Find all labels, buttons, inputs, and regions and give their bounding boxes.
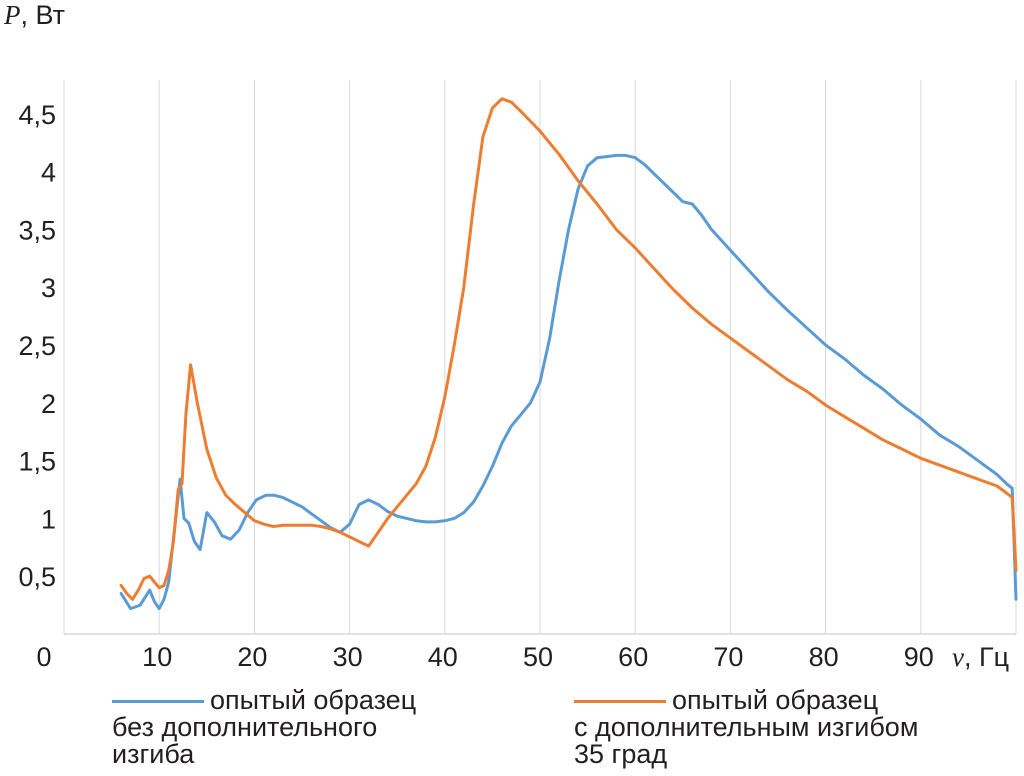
legend-item-blue: опытый образец без дополнительного изгиб… bbox=[112, 687, 416, 768]
legend-swatch-orange bbox=[574, 700, 666, 704]
y-tick-label: 4 bbox=[41, 158, 56, 188]
series-line-blue bbox=[119, 153, 1018, 611]
series-line-orange bbox=[119, 97, 1018, 601]
y-tick-label: 4,5 bbox=[18, 100, 56, 130]
x-tick-label: 0 bbox=[36, 642, 51, 672]
y-tick-label: 1,5 bbox=[18, 447, 56, 477]
y-axis-tick-labels: 0,5 1 1,5 2 2,5 3 3,5 4 4,5 bbox=[18, 100, 56, 592]
grid-lines bbox=[63, 80, 1017, 634]
legend-swatch-blue bbox=[112, 700, 204, 704]
legend-label-orange-line1: опытый образец bbox=[672, 685, 879, 715]
x-axis-tick-labels: 0 10 20 30 40 50 60 70 80 90 bbox=[36, 642, 933, 672]
x-tick-label: 90 bbox=[904, 642, 934, 672]
legend-label-blue-line3: изгиба bbox=[112, 739, 195, 769]
x-tick-label: 70 bbox=[713, 642, 743, 672]
x-tick-label: 30 bbox=[333, 642, 363, 672]
x-tick-label: 40 bbox=[428, 642, 458, 672]
x-tick-label: 50 bbox=[523, 642, 553, 672]
x-tick-label: 10 bbox=[142, 642, 172, 672]
y-tick-label: 2 bbox=[41, 389, 56, 419]
y-tick-label: 3,5 bbox=[18, 215, 56, 245]
legend-label-blue-line1: опытый образец bbox=[210, 685, 417, 715]
legend-label-orange-line2: с дополнительным изгибом bbox=[574, 712, 919, 742]
legend-label-blue-line2: без дополнительного bbox=[112, 712, 378, 742]
legend-label-orange-line3: 35 град bbox=[574, 739, 668, 769]
y-tick-label: 3 bbox=[41, 273, 56, 303]
y-tick-label: 0,5 bbox=[18, 562, 56, 592]
x-tick-label: 20 bbox=[237, 642, 267, 672]
y-tick-label: 1 bbox=[41, 504, 56, 534]
x-tick-label: 60 bbox=[618, 642, 648, 672]
y-tick-label: 2,5 bbox=[18, 331, 56, 361]
legend-item-orange: опытый образец с дополнительным изгибом … bbox=[574, 687, 918, 768]
x-axis-title: v, Гц bbox=[952, 642, 1009, 672]
x-tick-label: 80 bbox=[809, 642, 839, 672]
series-lines bbox=[119, 97, 1018, 611]
y-axis-title: P, Вт bbox=[3, 0, 65, 30]
